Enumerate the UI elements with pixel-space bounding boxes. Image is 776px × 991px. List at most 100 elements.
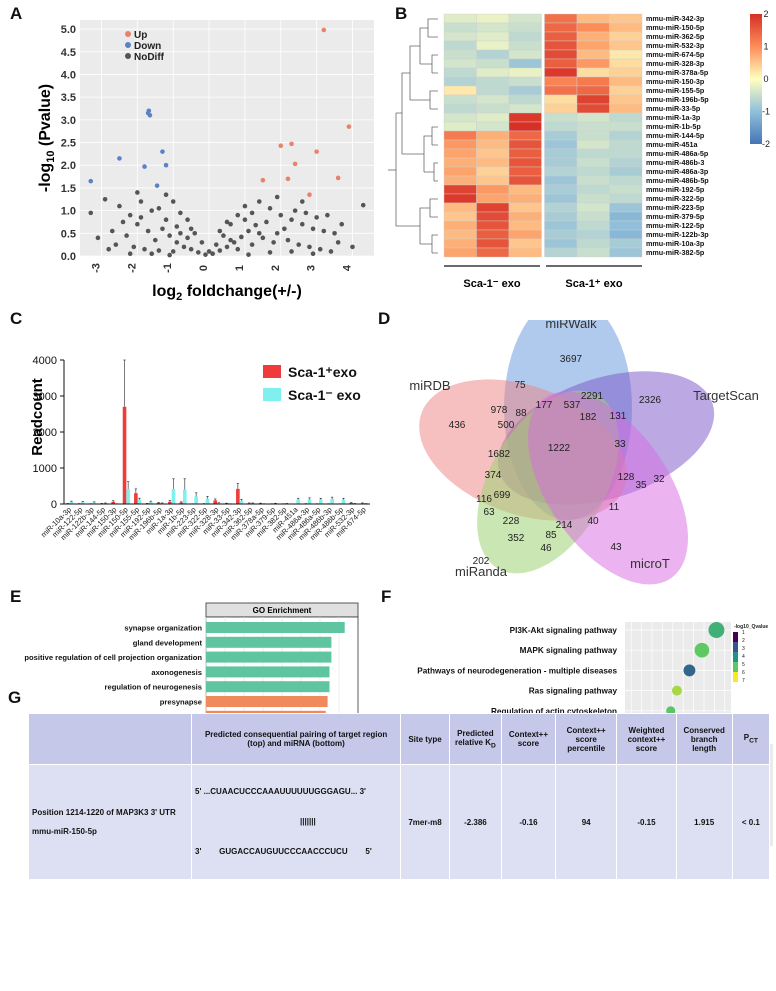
go-term-label: regulation of neurogenesis: [105, 683, 202, 692]
go-bar: [206, 666, 330, 678]
volcano-legend-swatch: [125, 31, 131, 37]
kegg-pathway-label: Regulation of actin cytoskeleton: [491, 707, 617, 716]
heatmap-cell: [576, 184, 610, 195]
heatmap-cell: [576, 139, 610, 150]
heatmap-cell: [443, 229, 477, 240]
volcano-point-nodiff: [235, 212, 241, 218]
volcano-point-nodiff: [188, 246, 194, 252]
panel-label-a: A: [10, 4, 23, 23]
heatmap-cell: [609, 103, 643, 114]
volcano-point-nodiff: [178, 210, 183, 216]
venn-region-count: 228: [503, 516, 520, 527]
venn-region-count: 1682: [488, 449, 511, 460]
heatmap-cell: [443, 202, 477, 213]
heatmap: mmu-miR-342-3pmmu-miR-150-5pmmu-miR-362-…: [388, 9, 770, 290]
heatmap-cell: [508, 40, 542, 51]
volcano-point-nodiff: [310, 226, 316, 232]
go-bar: [206, 651, 332, 663]
volcano-point-nodiff: [264, 219, 269, 225]
volcano-point-down: [142, 164, 147, 169]
volcano-point-nodiff: [106, 246, 111, 252]
volcano-point-nodiff: [289, 217, 294, 222]
heatmap-cell: [544, 166, 578, 177]
kegg-bubble: [708, 622, 725, 638]
heatmap-cell: [443, 67, 477, 78]
volcano-point-nodiff: [206, 249, 212, 254]
volcano-y-axis-label: -log10 (Pvalue): [37, 84, 57, 192]
header-context-score: Context++ score: [500, 713, 557, 765]
volcano-point-nodiff: [256, 231, 262, 236]
bar-sca1-pos: [236, 488, 240, 504]
heatmap-cell: [609, 247, 643, 258]
volcano-point-nodiff: [138, 215, 144, 220]
heatmap-cell: [476, 211, 510, 222]
heatmap-cell: [544, 112, 578, 123]
heatmap-cell: [443, 130, 477, 141]
venn-label-miranda: miRanda: [455, 564, 508, 579]
heatmap-row-label: mmu-miR-382-5p: [646, 248, 705, 257]
volcano-y-tick: 1.0: [61, 206, 76, 218]
bar-sca1-neg: [137, 499, 142, 504]
venn-region-count: 500: [498, 420, 515, 431]
pairing-cell: 5' ...CUAACUCCCAAAUUUUUUGGGAGU... 3' |||…: [191, 764, 402, 880]
venn-region-count: 177: [536, 400, 553, 411]
heatmap-colorbar: [750, 14, 762, 144]
heatmap-cell: [476, 112, 510, 123]
target-prediction-table: Predicted consequential pairing of targe…: [27, 713, 771, 880]
volcano-legend-label: NoDiff: [134, 52, 165, 63]
volcano-point-nodiff: [156, 248, 162, 253]
go-chart-title: GO Enrichment: [253, 606, 312, 615]
go-bar: [206, 681, 330, 693]
venn-region-count: 2326: [639, 395, 662, 406]
heatmap-cell: [609, 211, 643, 222]
kegg-pathway-label: Pathways of neurodegeneration - multiple…: [417, 666, 617, 675]
header-pct-sub: CT: [749, 737, 758, 745]
kegg-colorbar-tick: 7: [742, 678, 745, 684]
panel-label-g: G: [8, 688, 22, 707]
volcano-point-nodiff: [321, 228, 327, 234]
go-term-label: synapse organization: [124, 624, 202, 633]
panel-label-b: B: [395, 4, 408, 23]
venn-region-count: 699: [494, 490, 511, 501]
heatmap-cell: [544, 49, 578, 60]
volcano-point-nodiff: [145, 228, 151, 234]
heatmap-row-label: mmu-miR-486a-5p: [646, 149, 709, 158]
heatmap-cell: [544, 247, 578, 258]
venn-region-count: 43: [610, 542, 622, 553]
volcano-point-down: [163, 162, 169, 168]
heatmap-cell: [443, 121, 477, 132]
volcano-point-down: [117, 156, 122, 161]
heatmap-row-label: mmu-miR-144-5p: [646, 131, 705, 140]
heatmap-row-label: mmu-miR-486b-3: [646, 158, 704, 167]
bar-sca1-neg: [296, 499, 300, 504]
volcano-point-nodiff: [246, 252, 251, 257]
kegg-pathway-label: MAPK signaling pathway: [520, 646, 618, 655]
heatmap-row-label: mmu-miR-379-5p: [646, 212, 705, 221]
heatmap-colorbar-tick: -1: [762, 107, 770, 117]
venn-region-count: 352: [508, 533, 525, 544]
volcano-point-nodiff: [335, 240, 341, 245]
heatmap-cell: [508, 238, 542, 249]
heatmap-cell: [544, 184, 578, 195]
heatmap-row-label: mmu-miR-223-5p: [646, 203, 705, 212]
heatmap-cell: [544, 175, 578, 186]
heatmap-cell: [476, 13, 510, 24]
header-site-type: Site type: [400, 713, 450, 765]
heatmap-cell: [476, 76, 510, 87]
heatmap-cell: [576, 130, 610, 141]
venn-region-count: 35: [635, 480, 647, 491]
volcano-point-nodiff: [282, 226, 287, 232]
heatmap-cell: [576, 76, 610, 87]
heatmap-cell: [544, 130, 578, 141]
heatmap-cell: [476, 94, 510, 105]
cell-pct: < 0.1: [731, 764, 771, 880]
heatmap-cell: [576, 238, 610, 249]
heatmap-cell: [476, 148, 510, 159]
heatmap-cell: [576, 112, 610, 123]
heatmap-cell: [609, 121, 643, 132]
volcano-point-nodiff: [224, 244, 230, 250]
heatmap-group-sca1-neg: Sca-1⁻ exo: [463, 278, 520, 290]
venn-region-count: 63: [483, 507, 495, 518]
heatmap-cell: [544, 139, 578, 150]
